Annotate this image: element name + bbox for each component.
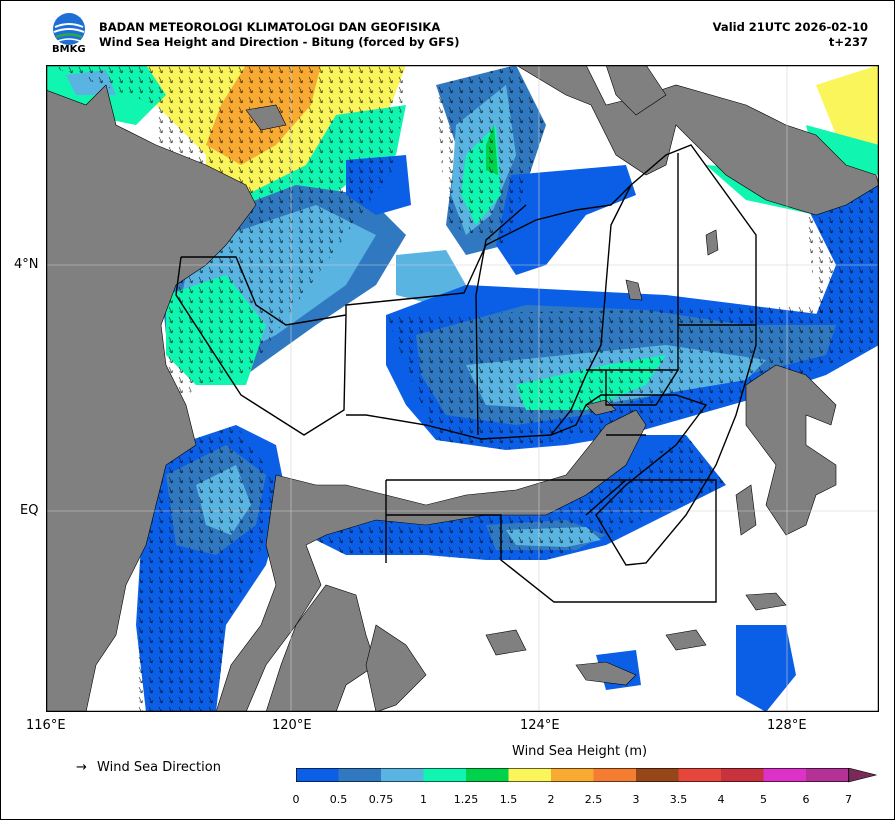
colorbar-tick-label: 2 [547,793,555,806]
x-tick-label: 120°E [272,718,312,733]
colorbar-tick-label: 5 [760,793,767,806]
colorbar-tick-label: 6 [802,793,810,806]
colorbar-bin [806,768,849,782]
colorbar [296,767,881,788]
colorbar-extend-max [848,767,877,783]
colorbar-title: Wind Sea Height (m) [512,744,648,759]
wave-height-field [46,65,879,712]
map-panel[interactable] [46,65,879,712]
colorbar-tick-label: 2.5 [584,793,603,806]
colorbar-bin [721,768,764,782]
colorbar-tick-label: 0 [292,793,300,806]
agency-title: BADAN METEOROLOGI KLIMATOLOGI DAN GEOFIS… [99,20,441,34]
logo-text: BMKG [52,44,86,55]
x-tick-label: 116°E [26,718,66,733]
colorbar-tick-label: 7 [845,793,852,806]
bmkg-logo: BMKG [50,12,90,56]
forecast-zone-boundaries [175,144,757,603]
colorbar-tick-label: 1 [420,793,427,806]
header-right: Valid 21UTC 2026-02-10 t+237 [713,20,868,50]
x-tick-label: 128°E [767,718,807,733]
y-tick-label: EQ [20,503,39,518]
chart-subtitle: Wind Sea Height and Direction - Bitung (… [99,35,460,49]
colorbar-tick-label: 0.5 [329,793,348,806]
wind-direction-legend: → Wind Sea Direction [76,760,221,775]
colorbar-bin [338,768,382,782]
colorbar-bin [763,768,807,782]
colorbar-bin [466,768,509,782]
header-left: BADAN METEOROLOGI KLIMATOLOGI DAN GEOFIS… [99,20,460,50]
colorbar-bin [636,768,679,782]
lead-time: t+237 [828,35,868,49]
y-tick-label: 4°N [14,257,39,272]
colorbar-bin [678,768,722,782]
colorbar-bin [423,768,467,782]
colorbar-bin [508,768,552,782]
arrow-icon: → [76,760,87,775]
colorbar-bin [296,768,339,782]
colorbar-tick-label: 0.75 [368,793,394,806]
colorbar-tick-label: 4 [717,793,725,806]
colorbar-bin [381,768,424,782]
colorbar-tick-label: 3 [632,793,640,806]
colorbar-tick-label: 1.5 [499,793,518,806]
wind-direction-label: Wind Sea Direction [97,760,221,775]
x-tick-label: 124°E [520,718,560,733]
colorbar-bin [593,768,637,782]
colorbar-bin [551,768,594,782]
graticule [46,65,879,712]
colorbar-tick-label: 1.25 [453,793,479,806]
colorbar-tick-label: 3.5 [669,793,688,806]
map-border [46,65,879,712]
valid-time: Valid 21UTC 2026-02-10 [712,20,868,34]
land-masses [46,65,879,712]
